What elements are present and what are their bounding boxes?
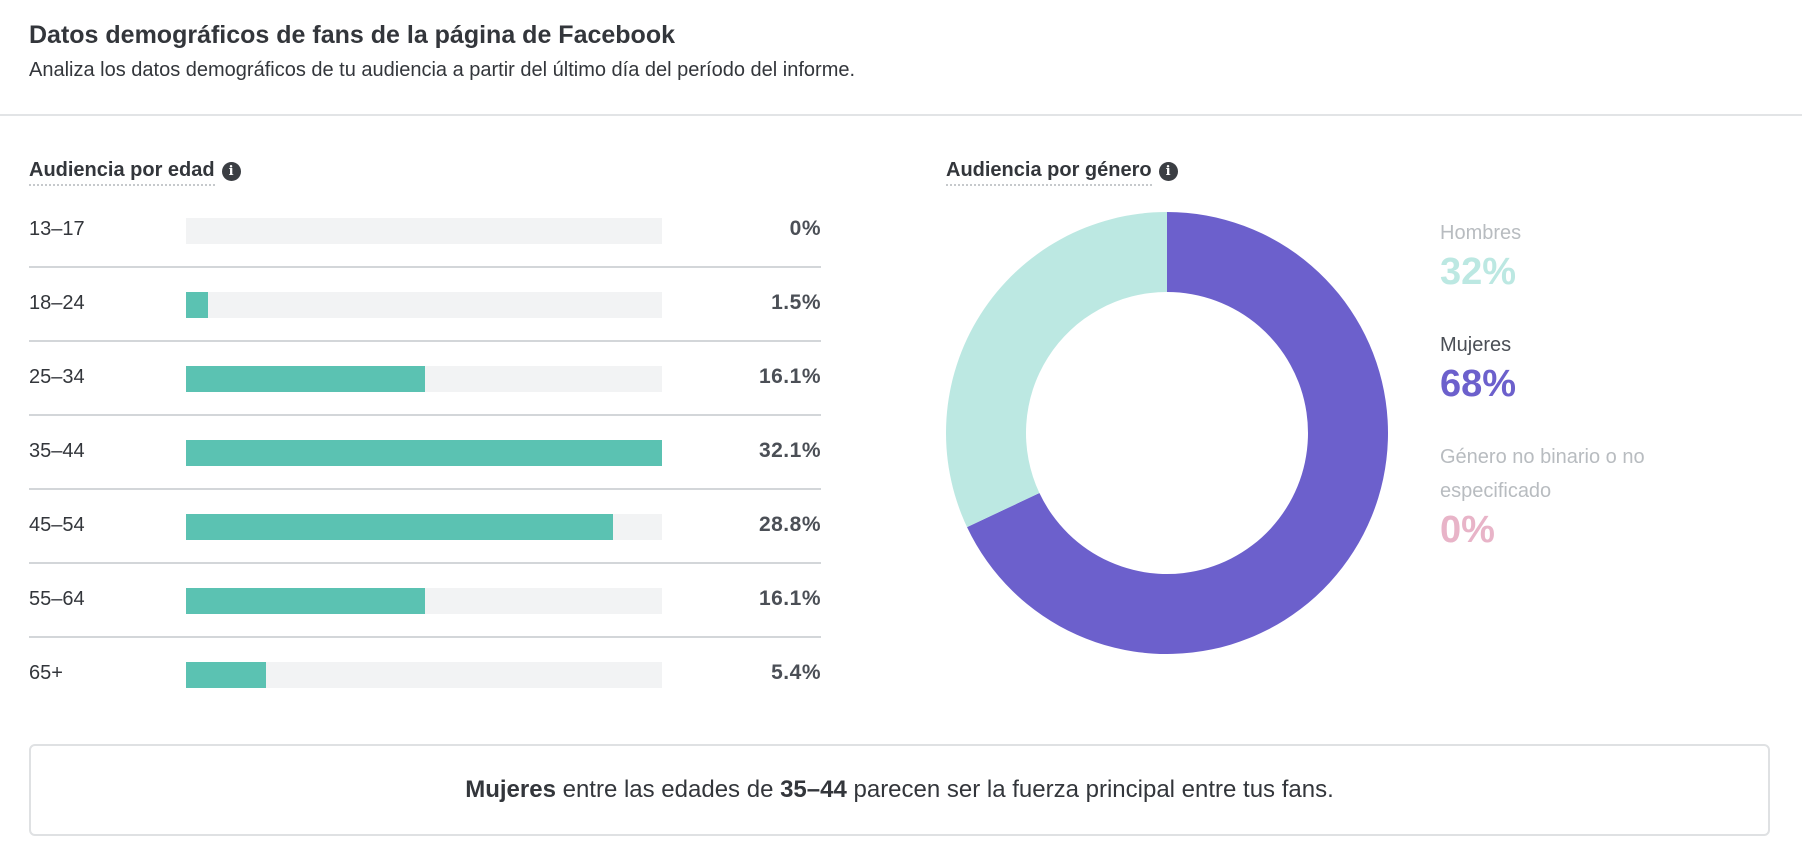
info-icon[interactable]: i bbox=[221, 162, 241, 181]
age-value-label: 28.8% bbox=[758, 513, 821, 536]
insight-age: 35–44 bbox=[780, 776, 847, 803]
age-category-label: 13–17 bbox=[29, 218, 85, 240]
insight-gender: Mujeres bbox=[465, 776, 556, 803]
age-value-label: 0% bbox=[789, 217, 821, 240]
age-category-label: 55–64 bbox=[29, 588, 85, 610]
age-category-label: 18–24 bbox=[29, 292, 85, 314]
age-category-label: 45–54 bbox=[29, 514, 85, 536]
gender-section-label: Audiencia por género i bbox=[946, 157, 1178, 186]
gender-donut-chart bbox=[946, 212, 1388, 654]
age-bar[interactable] bbox=[186, 292, 209, 318]
age-row: 18–24 1.5% bbox=[29, 268, 821, 342]
bar-track bbox=[186, 588, 662, 614]
bar-track bbox=[186, 514, 662, 540]
age-value-label: 5.4% bbox=[771, 661, 821, 684]
header-divider bbox=[0, 114, 1802, 116]
age-section-title[interactable]: Audiencia por edad bbox=[29, 157, 215, 186]
legend-name: Hombres bbox=[1440, 222, 1522, 244]
gender-legend: Hombres 32% Mujeres 68% Género no binario o … bbox=[1440, 216, 1740, 586]
insight-text-end: parecen ser la fuerza principal entre tu… bbox=[846, 776, 1334, 803]
age-section-label: Audiencia por edad i bbox=[29, 157, 241, 186]
insight-text-middle: entre las edades de bbox=[555, 776, 781, 803]
age-row: 35–44 32.1% bbox=[29, 416, 821, 490]
donut-slice-mujeres[interactable] bbox=[967, 212, 1388, 654]
donut-slice-hombres[interactable] bbox=[946, 212, 1167, 528]
age-bar[interactable] bbox=[186, 588, 425, 614]
age-row: 13–17 0% bbox=[29, 194, 821, 268]
legend-value: 0% bbox=[1440, 509, 1495, 551]
age-bar[interactable] bbox=[186, 440, 662, 466]
age-category-label: 25–34 bbox=[29, 366, 85, 388]
page-title: Datos demográficos de fans de la página … bbox=[29, 21, 675, 49]
age-value-label: 32.1% bbox=[758, 439, 821, 462]
report-header: Datos demográficos de fans de la página … bbox=[29, 18, 1769, 85]
age-bar-chart: 13–17 0% 18–24 1.5% 25–34 16.1% 35–44 32.1% 45–5… bbox=[29, 194, 821, 712]
legend-name: Género no binario o no especificado bbox=[1440, 446, 1645, 502]
age-category-label: 65+ bbox=[29, 662, 63, 684]
bar-track bbox=[186, 440, 662, 466]
gender-section-title[interactable]: Audiencia por género bbox=[946, 157, 1152, 186]
insight-box: Mujeres entre las edades de 35–44 parece… bbox=[29, 744, 1770, 836]
insight-text: Mujeres entre las edades de 35–44 parece… bbox=[465, 776, 1334, 804]
age-row: 65+ 5.4% bbox=[29, 638, 821, 712]
legend-value: 32% bbox=[1440, 251, 1517, 293]
bar-track bbox=[186, 292, 662, 318]
age-category-label: 35–44 bbox=[29, 440, 85, 462]
age-value-label: 16.1% bbox=[758, 365, 821, 388]
age-value-label: 16.1% bbox=[758, 587, 821, 610]
bar-track bbox=[186, 662, 662, 688]
info-icon[interactable]: i bbox=[1158, 162, 1178, 181]
age-row: 25–34 16.1% bbox=[29, 342, 821, 416]
legend-name: Mujeres bbox=[1440, 334, 1512, 356]
page-subtitle: Analiza los datos demográficos de tu aud… bbox=[29, 59, 856, 81]
age-bar[interactable] bbox=[186, 662, 267, 688]
age-bar[interactable] bbox=[186, 366, 425, 392]
bar-track bbox=[186, 218, 662, 244]
age-value-label: 1.5% bbox=[771, 291, 821, 314]
legend-value: 68% bbox=[1440, 363, 1517, 405]
age-bar[interactable] bbox=[186, 514, 614, 540]
age-row: 45–54 28.8% bbox=[29, 490, 821, 564]
bar-track bbox=[186, 366, 662, 392]
age-row: 55–64 16.1% bbox=[29, 564, 821, 638]
